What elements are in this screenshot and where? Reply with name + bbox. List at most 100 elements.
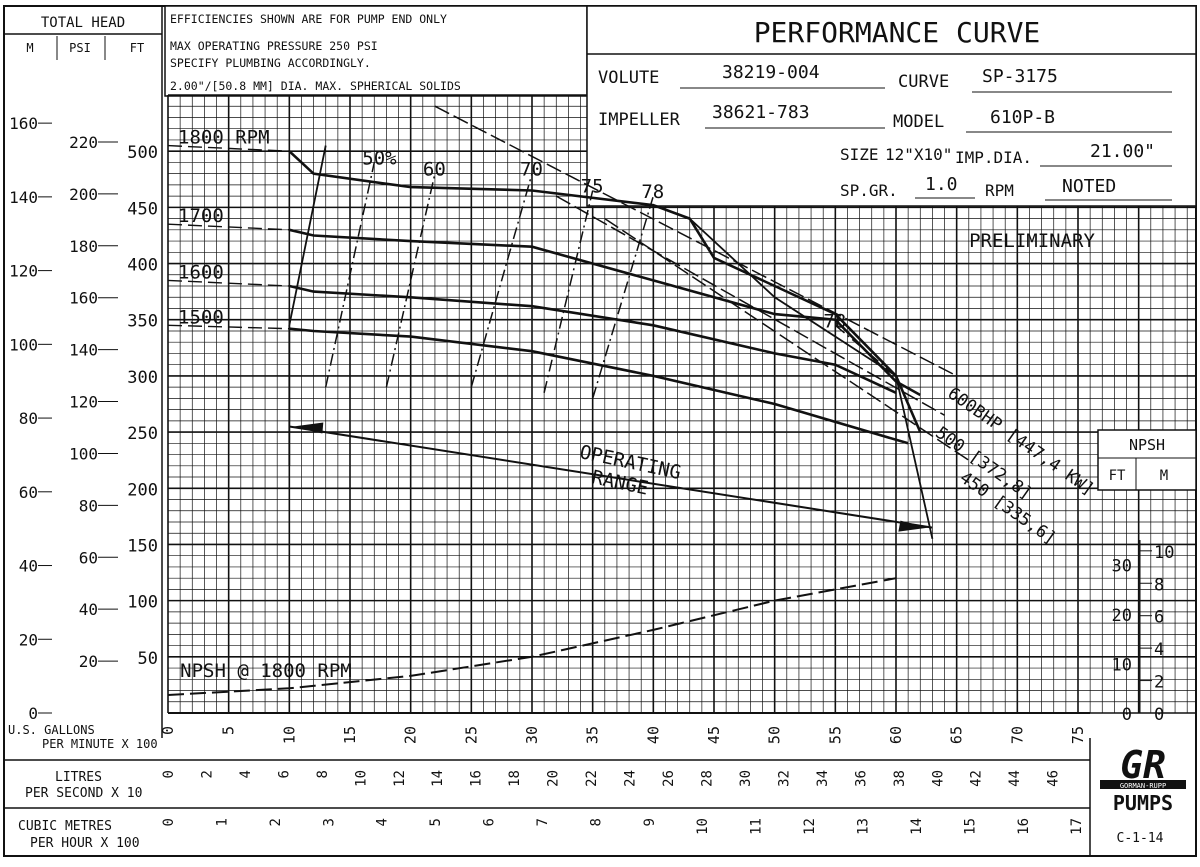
head-curve: [289, 228, 921, 397]
x-tick-lps: 34: [815, 770, 831, 787]
col-ft-label: FT: [130, 41, 144, 55]
x-tick-lps: 46: [1046, 770, 1062, 787]
efficiency-line: [591, 195, 655, 399]
x-tick-cmh: 10: [695, 818, 711, 835]
x-tick-cmh: 0: [161, 818, 177, 826]
operating-arrow-left: [293, 422, 324, 434]
logo-band: [1100, 780, 1186, 789]
head-curve-extension: [167, 223, 290, 231]
head-curve: [289, 327, 909, 445]
efficiency-line: [834, 324, 897, 377]
y-tick-ft: 450: [127, 199, 158, 219]
efficiency-label: 60: [423, 159, 446, 181]
cmh-label-2: PER HOUR X 100: [30, 836, 140, 851]
x-tick-gpm: 55: [826, 726, 844, 744]
x-tick-cmh: 2: [268, 818, 284, 826]
impdia-value: 21.00": [1090, 141, 1155, 162]
model-value: 610P-B: [990, 107, 1055, 128]
notes-box: [164, 5, 588, 97]
npsh-ft-label: FT: [1109, 468, 1126, 484]
x-tick-cmh: 8: [588, 818, 604, 826]
y-tick-psi: 180: [69, 237, 98, 256]
bhp-line: [555, 195, 945, 416]
x-tick-lps: 42: [969, 770, 985, 787]
head-curve-label: 1500: [178, 306, 224, 328]
operating-range-line: [289, 425, 933, 529]
preliminary-label: PRELIMINARY: [969, 230, 1095, 252]
x-tick-gpm: 25: [462, 726, 480, 744]
y-tick-m: 40: [19, 557, 38, 576]
npsh-header: NPSH FT M: [1097, 429, 1197, 491]
x-tick-lps: 26: [661, 770, 677, 787]
note-4: 2.00"/[50.8 MM] DIA. MAX. SPHERICAL SOLI…: [170, 79, 461, 93]
x-tick-lps: 20: [546, 770, 562, 787]
npsh-tick-m: 0: [1154, 705, 1164, 725]
efficiency-line: [324, 162, 376, 388]
y-tick-ft: 200: [127, 480, 158, 500]
x-tick-lps: 16: [469, 770, 485, 787]
note-3: SPECIFY PLUMBING ACCORDINGLY.: [170, 56, 371, 70]
col-m-label: M: [26, 41, 33, 55]
head-curve-extension: [167, 279, 290, 287]
x-tick-gpm: 75: [1069, 726, 1087, 744]
npsh-tick-ft: 0: [1122, 705, 1132, 725]
y-tick-psi: 40: [79, 600, 98, 619]
y-tick-psi: 80: [79, 496, 98, 515]
impdia-label: IMP.DIA.: [955, 148, 1032, 167]
x-tick-lps: 28: [699, 770, 715, 787]
head-curve-label: 1700: [178, 205, 224, 227]
volute-label: VOLUTE: [598, 68, 659, 88]
size-label: SIZE: [840, 145, 879, 164]
col-psi-label: PSI: [69, 41, 91, 55]
head-curve-label: 1600: [178, 261, 224, 283]
y-tick-m: 100: [9, 335, 38, 354]
axis-labels: 5010015020025030035040045050020406080100…: [9, 114, 1174, 835]
gpm-label-1: U.S. GALLONS: [8, 723, 95, 737]
x-tick-gpm: 70: [1008, 726, 1026, 744]
x-tick-lps: 4: [238, 770, 254, 778]
x-tick-cmh: 7: [535, 818, 551, 826]
y-tick-m: 20: [19, 630, 38, 649]
npsh-tick-m: 10: [1154, 543, 1174, 563]
curve-label: CURVE: [898, 72, 949, 92]
npsh-title: NPSH: [1129, 436, 1165, 454]
x-tick-cmh: 6: [482, 818, 498, 826]
x-tick-lps: 8: [315, 770, 331, 778]
logo-pumps: PUMPS: [1113, 791, 1173, 815]
y-tick-ft: 100: [127, 593, 158, 613]
x-tick-gpm: 45: [705, 726, 723, 744]
efficiency-line: [543, 190, 594, 393]
x-tick-cmh: 13: [855, 818, 871, 835]
cmh-label-1: CUBIC METRES: [18, 819, 112, 834]
efficiency-label: 50%: [362, 147, 397, 169]
npsh-m-label: M: [1160, 468, 1168, 484]
x-tick-lps: 44: [1007, 770, 1023, 787]
impeller-label: IMPELLER: [598, 110, 681, 130]
x-tick-gpm: 50: [766, 726, 784, 744]
x-tick-lps: 32: [776, 770, 792, 787]
size-value: 12"X10": [885, 145, 952, 164]
note-1: EFFICIENCIES SHOWN ARE FOR PUMP END ONLY: [170, 12, 447, 26]
y-tick-ft: 250: [127, 424, 158, 444]
npsh-tick-m: 2: [1154, 673, 1164, 693]
y-tick-m: 160: [9, 114, 38, 133]
x-tick-cmh: 4: [375, 818, 391, 826]
x-tick-cmh: 11: [749, 818, 765, 835]
x-tick-lps: 40: [930, 770, 946, 787]
x-tick-lps: 22: [584, 770, 600, 787]
efficiency-line: [385, 173, 436, 388]
x-tick-cmh: 17: [1069, 818, 1085, 835]
y-tick-ft: 350: [127, 312, 158, 332]
logo-mark: GR: [1120, 743, 1166, 787]
bhp-line: [604, 217, 970, 461]
rpm-label: RPM: [985, 181, 1014, 200]
y-tick-psi: 160: [69, 289, 98, 308]
lps-label-1: LITRES: [55, 770, 102, 785]
x-tick-cmh: 16: [1016, 818, 1032, 835]
npsh-curve-label: NPSH @ 1800 RPM: [180, 660, 352, 682]
x-tick-cmh: 1: [214, 818, 230, 826]
y-tick-ft: 400: [127, 256, 158, 276]
x-tick-lps: 18: [507, 770, 523, 787]
x-tick-gpm: 20: [402, 726, 420, 744]
